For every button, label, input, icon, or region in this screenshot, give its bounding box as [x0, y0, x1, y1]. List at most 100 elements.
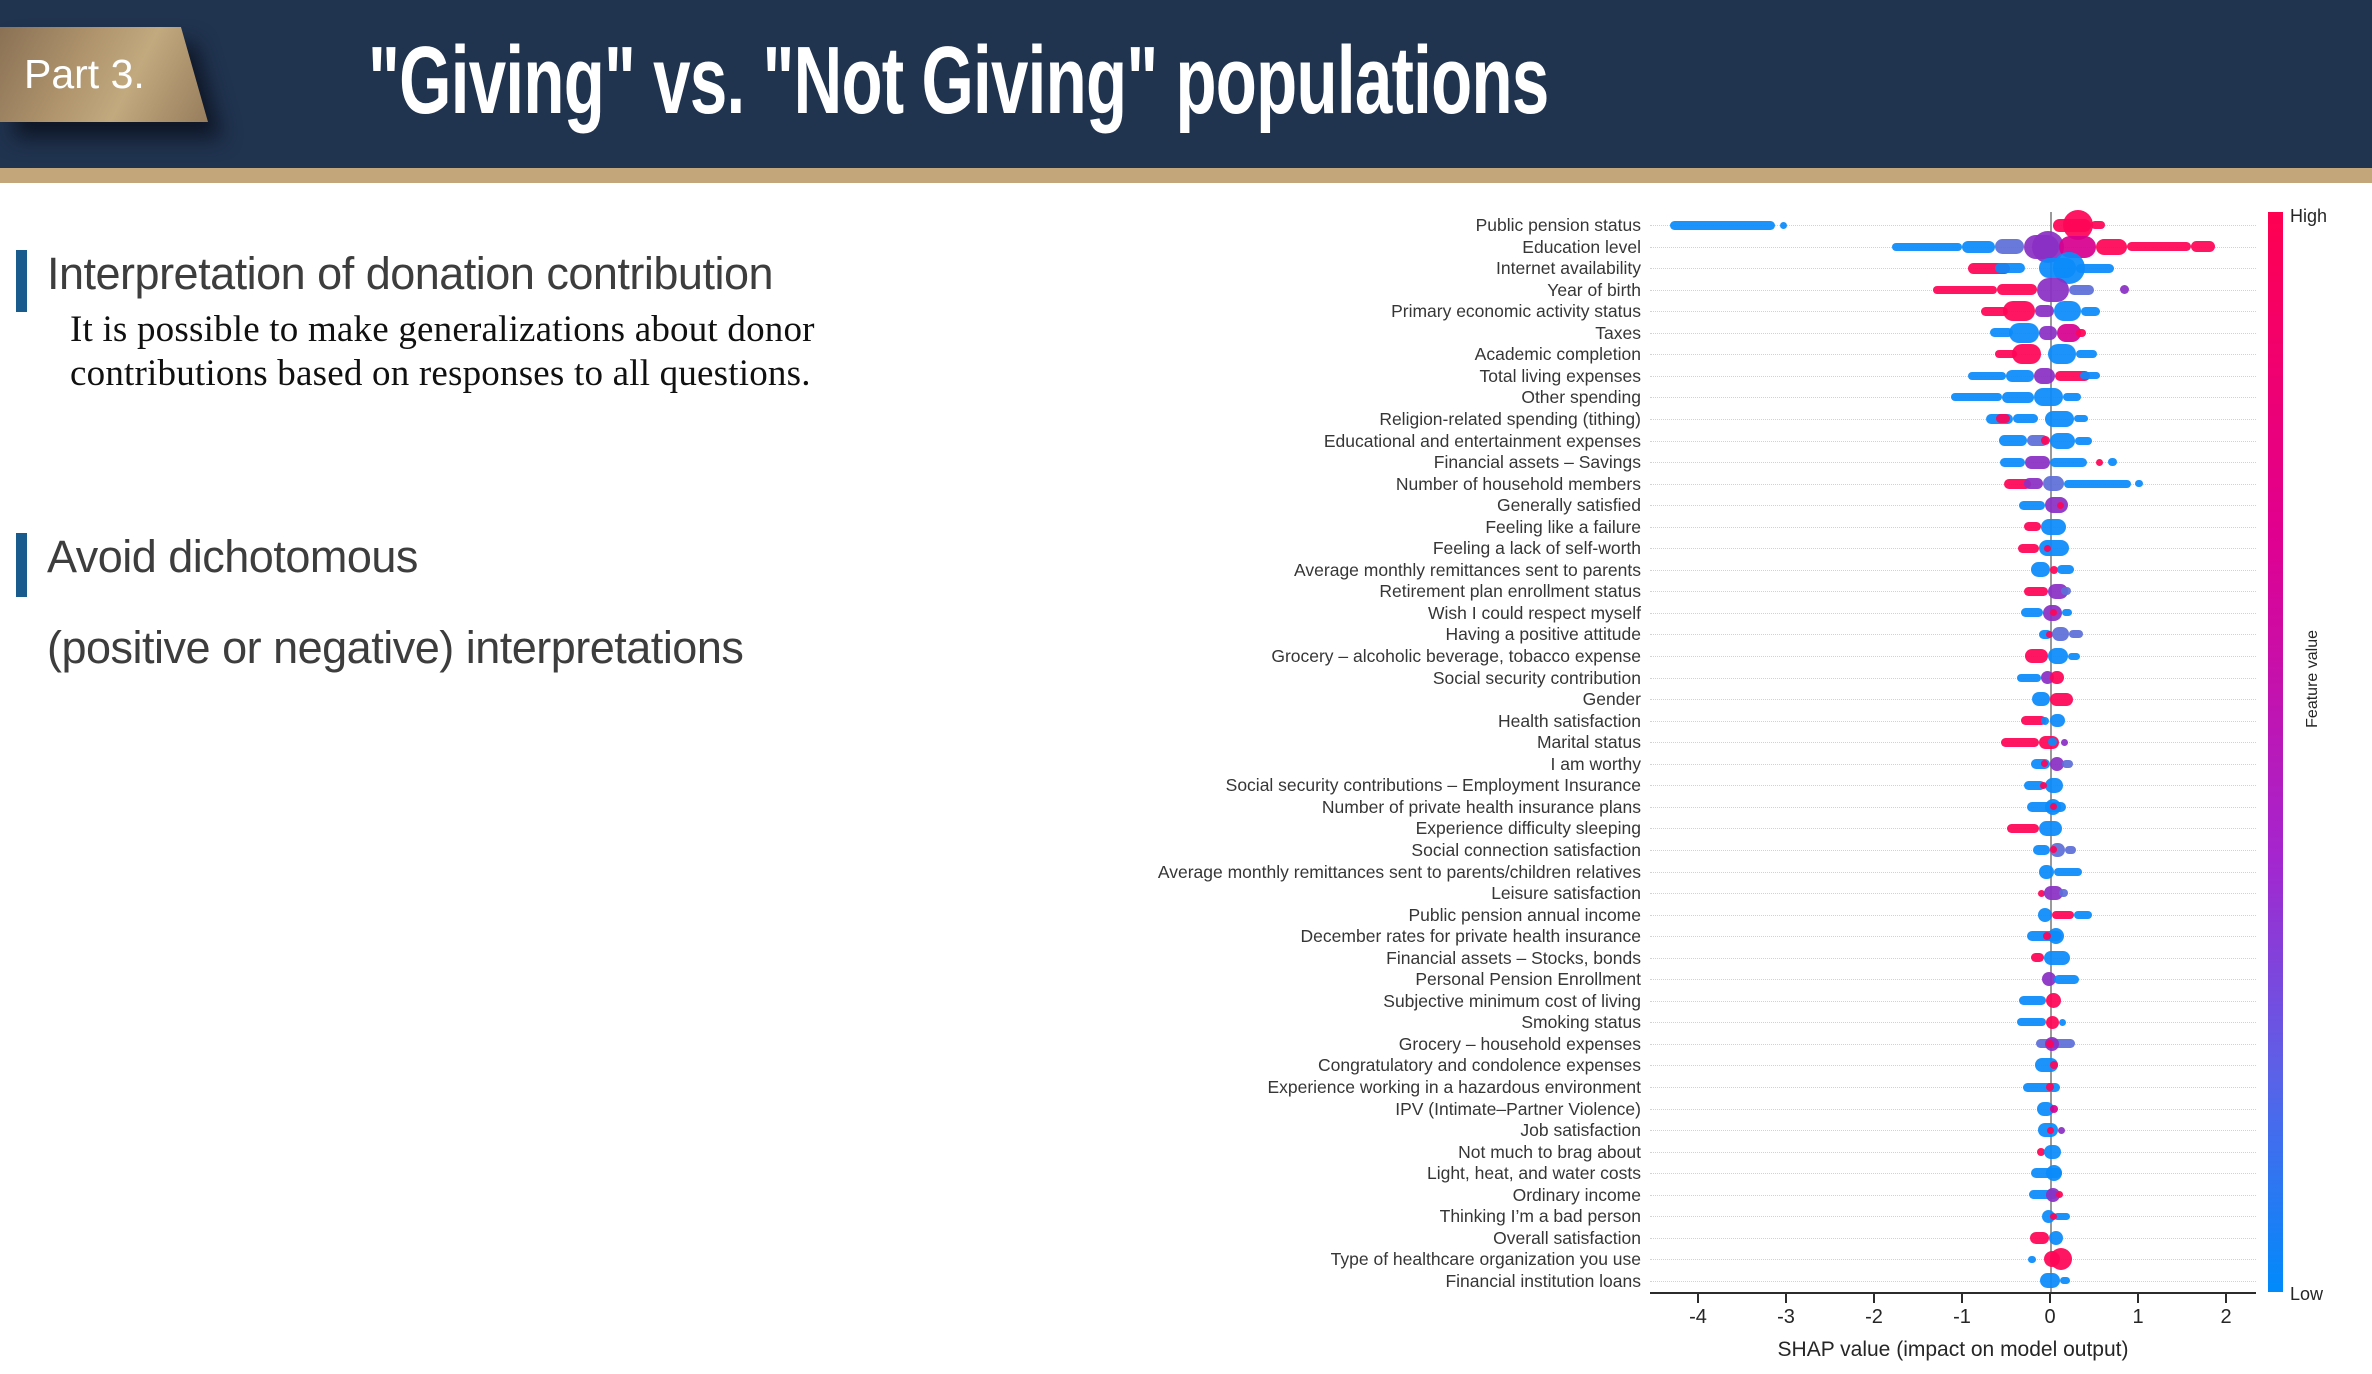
feature-label: Gender: [1582, 689, 1641, 710]
feature-label: Social security contributions – Employme…: [1225, 775, 1641, 796]
swarm-segment: [2058, 889, 2068, 898]
gridline: [1650, 1043, 2256, 1045]
swarm-segment: [2004, 478, 2031, 489]
part-badge: Part 3.: [0, 27, 208, 122]
swarm-segment: [2041, 518, 2066, 535]
feature-label: Not much to brag about: [1458, 1141, 1641, 1162]
swarm-segment: [2064, 845, 2077, 854]
gridline: [1650, 397, 2256, 399]
swarm-segment: [2038, 629, 2052, 639]
swarm-segment: [2036, 1101, 2054, 1116]
swarm-segment: [2029, 1231, 2050, 1244]
gold-stripe: [0, 168, 2372, 183]
swarm-segment: [1995, 263, 2026, 274]
swarm-segment: [2016, 1018, 2047, 1027]
swarm-segment: [2073, 910, 2093, 919]
gridline: [1650, 1108, 2256, 1110]
feature-label: Marital status: [1536, 732, 1641, 753]
colorbar-low-label: Low: [2290, 1284, 2324, 1304]
swarm-segment: [2040, 781, 2048, 789]
gridline: [1650, 914, 2256, 916]
swarm-segment: [2050, 671, 2065, 685]
gridline: [1650, 699, 2256, 701]
swarm-segment: [2036, 277, 2070, 302]
swarm-segment: [2017, 673, 2042, 682]
x-tick-mark: [1785, 1294, 1787, 1303]
swarm-segment: [2074, 436, 2093, 445]
swarm-segment: [2050, 803, 2057, 811]
swarm-segment: [2013, 414, 2038, 424]
swarm-segment: [2032, 230, 2065, 263]
swarm-segment: [2050, 432, 2075, 449]
feature-label: Overall satisfaction: [1493, 1227, 1641, 1248]
swarm-segment: [2050, 846, 2057, 854]
swarm-segment: [2027, 435, 2049, 446]
colorbar-axis-label: Feature value: [2304, 630, 2321, 728]
swarm-segment: [2067, 652, 2080, 660]
swarm-segment: [2076, 350, 2097, 359]
swarm-segment: [2030, 953, 2044, 963]
swarm-segment: [2057, 501, 2065, 509]
feature-label: Job satisfaction: [1520, 1120, 1641, 1141]
gridline: [1650, 483, 2256, 485]
swarm-segment: [2043, 544, 2051, 552]
swarm-segment: [2057, 565, 2074, 575]
gridline: [1650, 548, 2256, 550]
swarm-segment: [2050, 457, 2087, 467]
feature-label: Health satisfaction: [1498, 710, 1641, 731]
x-tick-label: -2: [1865, 1306, 1883, 1328]
gridline: [1650, 634, 2256, 636]
swarm-segment: [2048, 583, 2068, 599]
gridline: [1650, 1151, 2256, 1153]
gridline: [1650, 828, 2256, 830]
feature-label: IPV (Intimate–Partner Violence): [1395, 1098, 1641, 1119]
gridline: [1650, 1000, 2256, 1002]
swarm-segment: [1994, 350, 2017, 359]
swarm-segment: [2076, 263, 2115, 273]
swarm-segment: [2025, 455, 2050, 469]
colorbar-high-label: High: [2290, 206, 2328, 226]
gridline: [1650, 1237, 2256, 1239]
swarm-segment: [2095, 458, 2103, 466]
swarm-segment: [1962, 240, 1996, 253]
feature-label: Feeling like a failure: [1485, 516, 1641, 537]
swarm-segment: [1998, 435, 2028, 446]
x-axis-title: SHAP value (impact on model output): [1777, 1338, 2129, 1361]
feature-label: Light, heat, and water costs: [1426, 1163, 1641, 1184]
gridline: [1650, 462, 2256, 464]
swarm-segment: [2058, 235, 2096, 258]
feature-label: Average monthly remittances sent to pare…: [1157, 861, 1641, 882]
swarm-segment: [2080, 306, 2101, 316]
swarm-segment: [2043, 1144, 2061, 1159]
swarm-segment: [2047, 1126, 2055, 1134]
swarm-segment: [2042, 476, 2065, 492]
part-badge-label: Part 3.: [24, 51, 145, 97]
swarm-segment: [2035, 305, 2054, 318]
swarm-segment: [2035, 1039, 2075, 1049]
gridline: [1650, 440, 2256, 442]
gridline: [1650, 806, 2256, 808]
swarm-segment: [2042, 972, 2057, 987]
gridline: [1650, 1130, 2256, 1132]
section1-body-line1: It is possible to make generalizations a…: [70, 309, 815, 350]
gridline: [1650, 936, 2256, 938]
swarm-segment: [2057, 323, 2081, 342]
swarm-segment: [2050, 1212, 2057, 1220]
x-tick-mark: [2225, 1294, 2227, 1303]
swarm-segment: [2055, 370, 2091, 381]
feature-label: Type of healthcare organization you use: [1330, 1249, 1641, 1270]
x-tick-label: -4: [1689, 1306, 1707, 1328]
swarm-segment: [2035, 1058, 2058, 1073]
swarm-segment: [2063, 393, 2081, 402]
gridline: [1650, 979, 2256, 981]
swarm-segment: [2108, 458, 2117, 467]
gridline: [1650, 612, 2256, 614]
swarm-segment: [2008, 322, 2040, 343]
swarm-segment: [2042, 1209, 2056, 1223]
swarm-segment: [2046, 630, 2054, 638]
swarm-segment: [2061, 738, 2069, 746]
gridline: [1650, 225, 2256, 226]
swarm-segment: [2020, 716, 2047, 726]
